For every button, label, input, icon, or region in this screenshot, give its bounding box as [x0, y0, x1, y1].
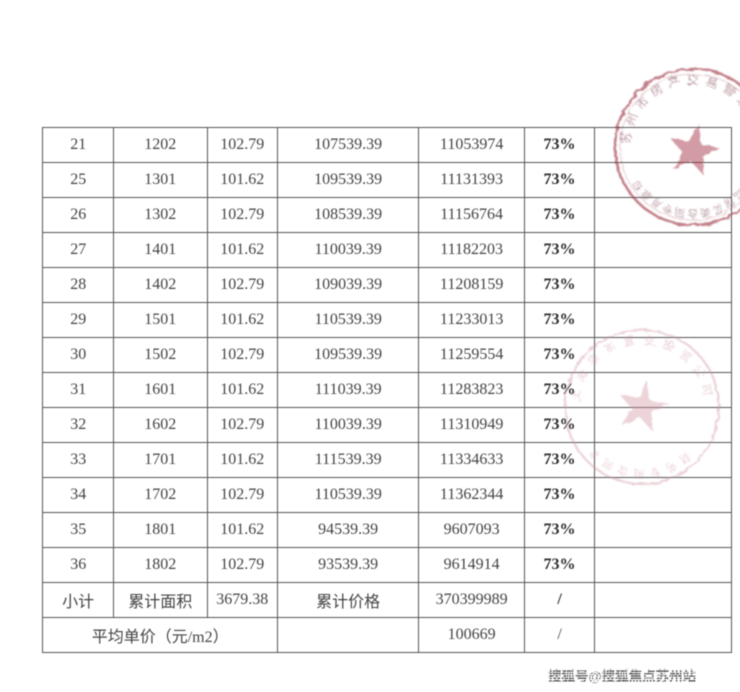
svg-text:投: 投 [660, 336, 677, 355]
svg-text:司: 司 [698, 382, 715, 397]
svg-text:易: 易 [704, 74, 719, 91]
svg-text:章: 章 [587, 446, 604, 463]
svg-text:专: 专 [649, 465, 662, 480]
svg-text:同: 同 [674, 205, 687, 219]
svg-text:上: 上 [568, 388, 584, 402]
svg-text:苏: 苏 [619, 131, 635, 145]
svg-text:房: 房 [647, 81, 665, 100]
svg-text:合: 合 [687, 207, 698, 220]
svg-text:交: 交 [687, 72, 699, 87]
svg-text:公: 公 [690, 362, 708, 380]
svg-text:务: 务 [663, 459, 679, 475]
svg-text:合: 合 [616, 463, 630, 479]
svg-text:东: 东 [602, 339, 619, 357]
svg-text:置: 置 [622, 333, 636, 349]
svg-text:理: 理 [734, 94, 740, 112]
svg-text:州: 州 [623, 111, 641, 128]
svg-text:卖: 卖 [699, 205, 712, 219]
svg-text:业: 业 [642, 333, 655, 348]
svg-text:用: 用 [634, 467, 645, 478]
svg-text:同: 同 [601, 456, 616, 472]
svg-text:搜狐号@搜狐焦点苏州站: 搜狐号@搜狐焦点苏州站 [548, 668, 697, 684]
svg-text:管: 管 [720, 81, 738, 100]
svg-text:财: 财 [677, 450, 693, 467]
svg-text:产: 产 [666, 74, 681, 91]
